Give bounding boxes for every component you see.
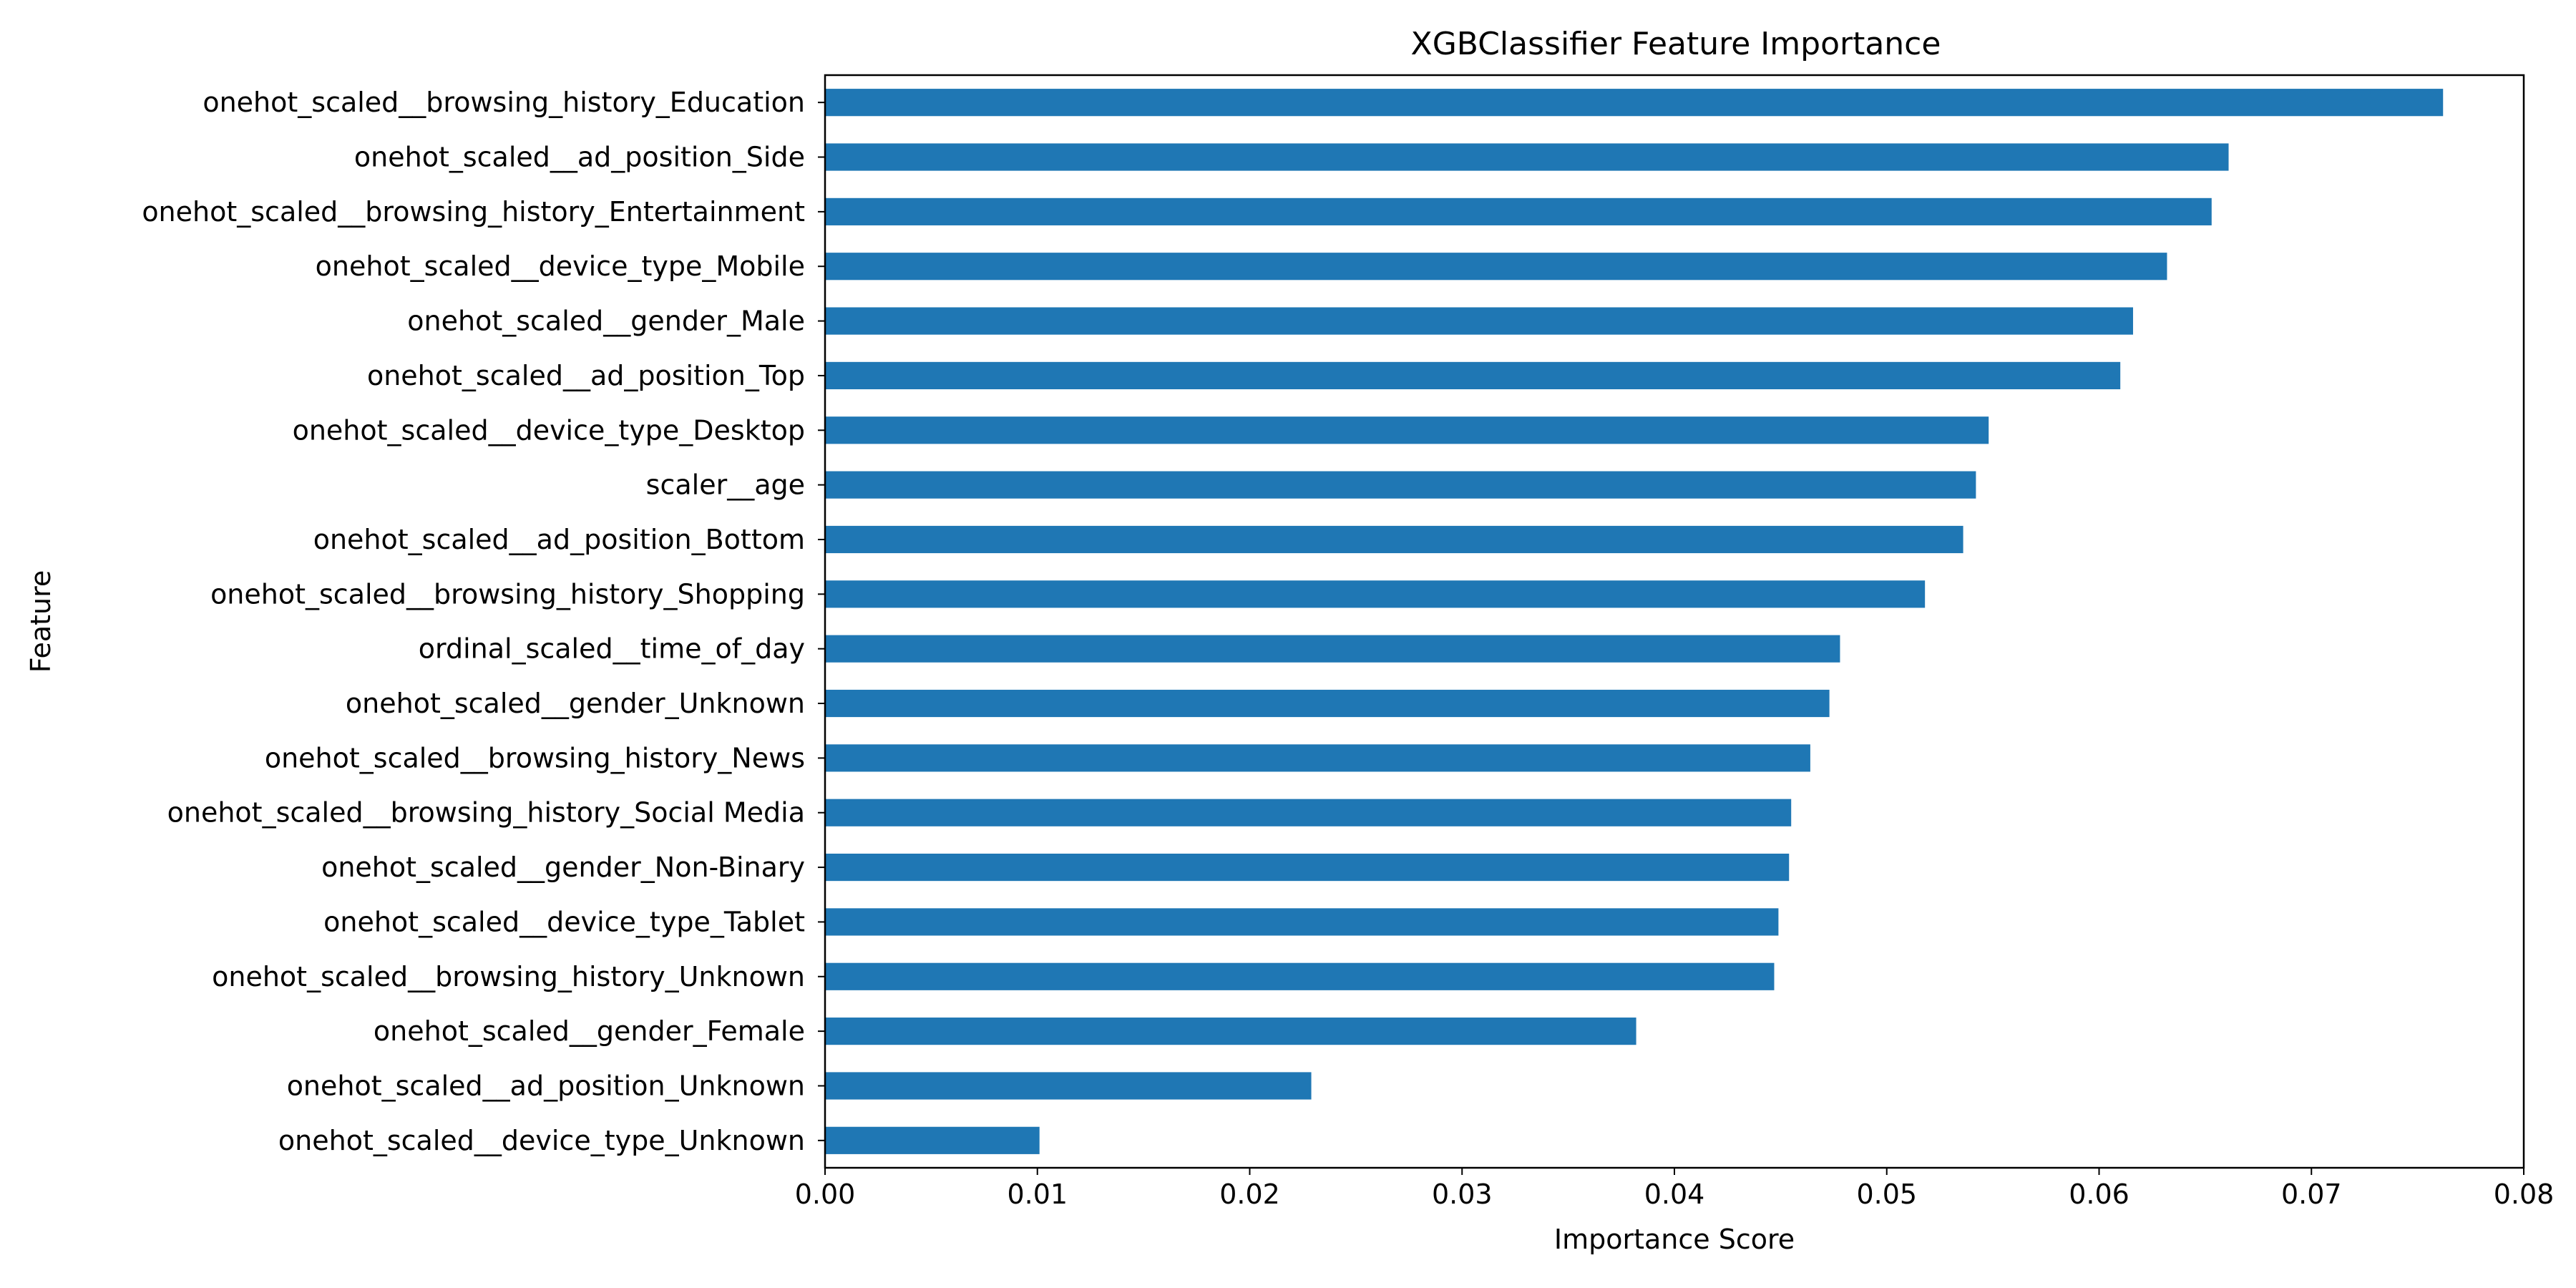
y-tick-label-7: scaler__age xyxy=(646,469,805,501)
y-tick-label-16: onehot_scaled__browsing_history_Unknown xyxy=(212,961,805,992)
y-tick-label-8: onehot_scaled__ad_position_Bottom xyxy=(313,524,805,555)
y-tick-label-18: onehot_scaled__ad_position_Unknown xyxy=(287,1070,805,1101)
x-axis-label: Importance Score xyxy=(1554,1224,1795,1255)
bar-12 xyxy=(825,744,1810,772)
x-tick-label-8: 0.08 xyxy=(2494,1179,2555,1210)
y-tick-label-15: onehot_scaled__device_type_Tablet xyxy=(323,906,805,937)
y-tick-label-11: onehot_scaled__gender_Unknown xyxy=(346,688,805,719)
y-axis-label: Feature xyxy=(25,570,57,673)
bar-8 xyxy=(825,525,1963,554)
x-tick-label-5: 0.05 xyxy=(1856,1179,1917,1210)
y-tick-label-19: onehot_scaled__device_type_Unknown xyxy=(278,1125,805,1156)
y-tick-label-3: onehot_scaled__device_type_Mobile xyxy=(316,250,805,282)
x-tick-label-2: 0.02 xyxy=(1219,1179,1280,1210)
bar-15 xyxy=(825,908,1779,936)
y-tick-label-17: onehot_scaled__gender_Female xyxy=(374,1015,805,1047)
bar-14 xyxy=(825,853,1790,882)
plot-frame xyxy=(824,74,2525,1169)
y-tick-label-1: onehot_scaled__ad_position_Side xyxy=(354,142,805,173)
y-tick-label-10: ordinal_scaled__time_of_day xyxy=(419,633,805,665)
bar-6 xyxy=(825,416,1989,444)
bar-2 xyxy=(825,197,2212,225)
bar-4 xyxy=(825,307,2133,335)
bars-group xyxy=(825,89,2444,1154)
y-tick-label-4: onehot_scaled__gender_Male xyxy=(407,306,805,337)
bar-16 xyxy=(825,962,1775,990)
bar-0 xyxy=(825,89,2444,117)
y-tick-label-0: onehot_scaled__browsing_history_Educatio… xyxy=(203,87,805,118)
bar-18 xyxy=(825,1072,1312,1100)
bar-1 xyxy=(825,143,2229,171)
y-tick-label-5: onehot_scaled__ad_position_Top xyxy=(367,360,805,391)
x-tick-label-1: 0.01 xyxy=(1007,1179,1068,1210)
x-tick-label-3: 0.03 xyxy=(1432,1179,1493,1210)
bar-13 xyxy=(825,799,1792,826)
y-tick-label-12: onehot_scaled__browsing_history_News xyxy=(265,742,805,774)
x-tick-label-0: 0.00 xyxy=(795,1179,856,1210)
bar-7 xyxy=(825,471,1976,499)
bar-11 xyxy=(825,689,1830,718)
x-tick-label-4: 0.04 xyxy=(1644,1179,1705,1210)
bar-5 xyxy=(825,361,2121,390)
bar-17 xyxy=(825,1018,1636,1045)
y-axis-ticks: onehot_scaled__browsing_history_Educatio… xyxy=(142,87,825,1156)
bar-9 xyxy=(825,580,1926,608)
y-tick-label-13: onehot_scaled__browsing_history_Social M… xyxy=(167,797,805,829)
x-axis-ticks: 0.00 0.01 0.02 0.03 0.04 0.05 0.06 0.07 0.08 xyxy=(795,1168,2555,1210)
bar-10 xyxy=(825,635,1840,663)
x-tick-label-7: 0.07 xyxy=(2281,1179,2342,1210)
bar-3 xyxy=(825,253,2167,280)
chart-title: XGBClassifier Feature Importance xyxy=(1411,26,1941,62)
y-tick-label-9: onehot_scaled__browsing_history_Shopping xyxy=(210,578,805,610)
y-tick-label-6: onehot_scaled__device_type_Desktop xyxy=(293,414,805,446)
bar-19 xyxy=(825,1126,1040,1154)
y-tick-label-2: onehot_scaled__browsing_history_Entertai… xyxy=(142,196,805,228)
y-tick-label-14: onehot_scaled__gender_Non-Binary xyxy=(321,852,805,883)
x-tick-label-6: 0.06 xyxy=(2069,1179,2129,1210)
